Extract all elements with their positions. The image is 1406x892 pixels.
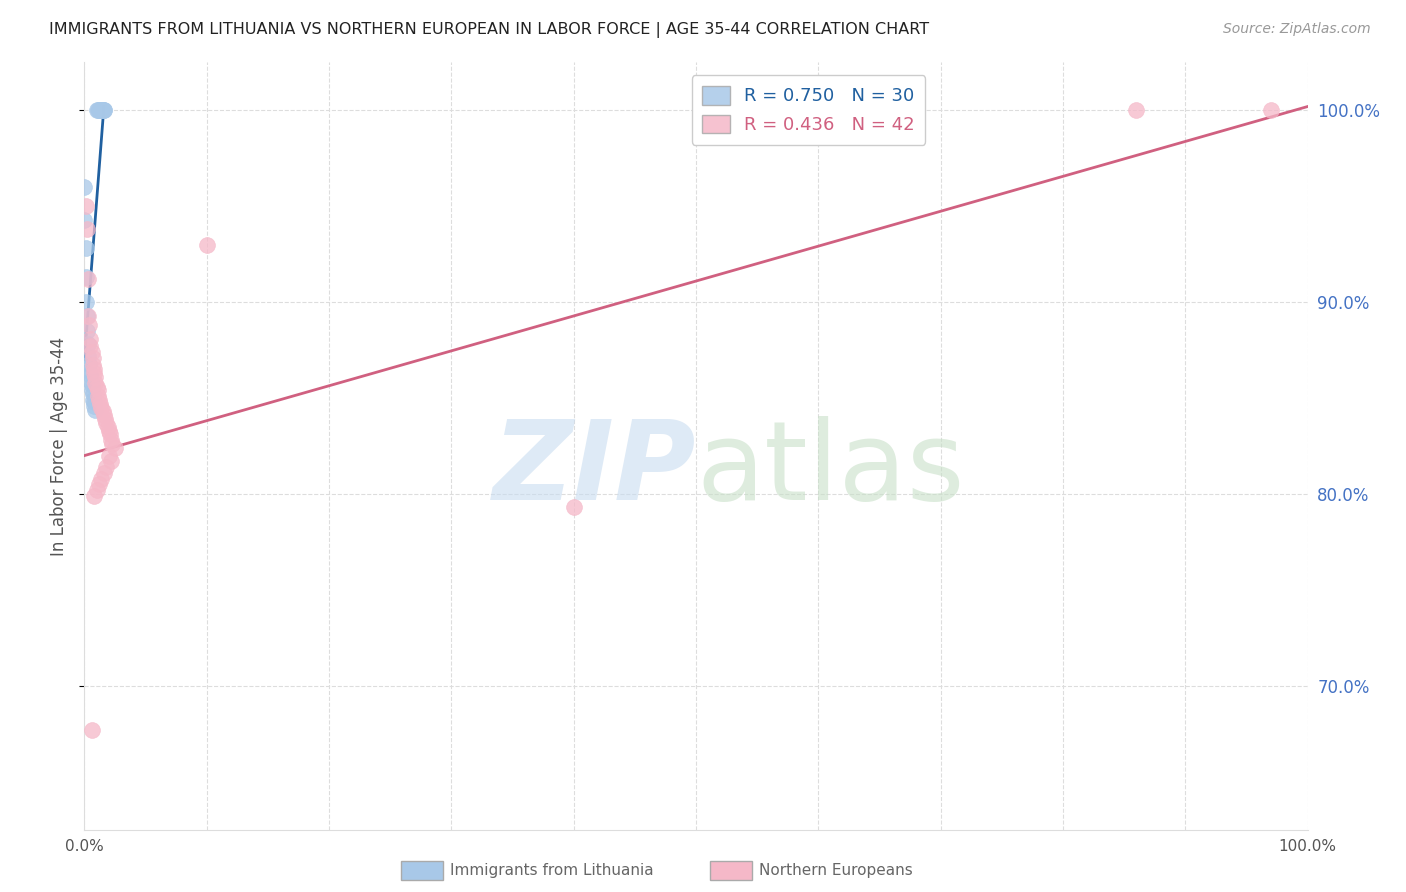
Point (82, 392, 104, 407)
Point (94, 412, 117, 426)
Point (77, 309, 100, 323)
Y-axis label: In Labor Force | Age 35-44: In Labor Force | Age 35-44 (51, 336, 69, 556)
Point (90, 103, 112, 118)
Point (104, 441, 127, 455)
Point (91, 404, 114, 418)
Point (79, 339, 101, 353)
Point (96, 460, 118, 475)
Point (100, 454, 122, 468)
Point (79, 374, 101, 388)
Point (75, 270, 97, 285)
Point (101, 437, 124, 451)
Point (87, 477, 110, 491)
Point (87, 392, 110, 407)
Point (83, 366, 105, 380)
Point (76, 222, 98, 236)
Point (84, 376, 107, 390)
Point (93, 103, 115, 118)
Point (76, 309, 98, 323)
Point (76, 324, 98, 338)
Point (75, 199, 97, 213)
Point (93, 103, 115, 118)
Point (77, 364, 100, 378)
Point (86, 103, 108, 118)
Point (97, 449, 120, 463)
Point (80, 384, 103, 398)
Point (73, 212, 96, 227)
Point (75, 295, 97, 310)
Point (87, 384, 110, 398)
Point (84, 370, 107, 384)
Point (79, 332, 101, 346)
Point (100, 434, 122, 448)
Point (83, 395, 105, 409)
Point (82, 351, 104, 365)
Point (80, 723, 103, 737)
Point (87, 103, 110, 118)
Text: Immigrants from Lithuania: Immigrants from Lithuania (450, 863, 654, 878)
Point (87, 103, 110, 118)
Text: Source: ZipAtlas.com: Source: ZipAtlas.com (1223, 22, 1371, 37)
Text: Northern Europeans: Northern Europeans (759, 863, 912, 878)
Point (83, 489, 105, 503)
Point (87, 389, 110, 403)
Point (80, 345, 103, 359)
Point (91, 103, 114, 118)
Point (73, 180, 96, 194)
Point (77, 318, 100, 333)
Point (89, 397, 111, 411)
Point (75, 242, 97, 256)
Point (86, 379, 108, 393)
Point (93, 466, 115, 480)
Point (562, 500, 585, 515)
Point (82, 387, 104, 401)
Point (195, 237, 218, 252)
Point (93, 409, 115, 423)
Point (98, 427, 121, 442)
Point (90, 401, 112, 415)
Point (96, 416, 118, 430)
Point (86, 483, 108, 497)
Point (77, 272, 100, 286)
Point (84, 402, 107, 417)
Point (1260, 103, 1282, 118)
Point (83, 362, 105, 376)
Point (79, 368, 101, 382)
Point (77, 349, 100, 363)
Legend: R = 0.750   N = 30, R = 0.436   N = 42: R = 0.750 N = 30, R = 0.436 N = 42 (692, 75, 925, 145)
Point (97, 419, 120, 434)
Point (83, 399, 105, 413)
Point (91, 103, 114, 118)
Point (97, 424, 120, 438)
Point (82, 359, 104, 373)
Point (89, 103, 111, 118)
Text: ZIP: ZIP (492, 416, 696, 523)
Point (77, 337, 100, 351)
Point (77, 357, 100, 371)
Text: atlas: atlas (696, 416, 965, 523)
Text: IMMIGRANTS FROM LITHUANIA VS NORTHERN EUROPEAN IN LABOR FORCE | AGE 35-44 CORREL: IMMIGRANTS FROM LITHUANIA VS NORTHERN EU… (49, 22, 929, 38)
Point (89, 103, 111, 118)
Point (80, 377, 103, 392)
Point (90, 472, 112, 486)
Point (1125, 103, 1147, 118)
